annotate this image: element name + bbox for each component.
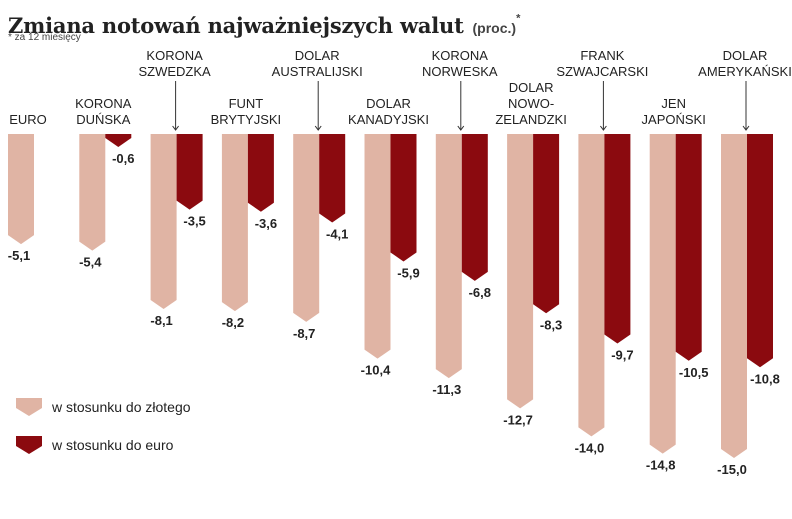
- bar-vs-eur: [176, 134, 203, 210]
- value-label-vs-eur: -9,7: [611, 348, 633, 363]
- category-leader-arrow: [742, 125, 750, 131]
- bar-vs-pln: [293, 134, 320, 322]
- value-label-vs-eur: -10,8: [750, 371, 780, 386]
- bar-vs-pln: [507, 134, 534, 409]
- bar-vs-pln: [79, 134, 106, 251]
- value-label-vs-eur: -3,6: [255, 216, 277, 231]
- value-label-vs-pln: -5,1: [8, 248, 30, 263]
- category-label: EURO: [9, 112, 47, 127]
- chart-title: Zmiana notowań najważniejszych walut (pr…: [8, 4, 520, 41]
- category-leader-arrow: [172, 125, 179, 131]
- bar-vs-eur: [675, 134, 702, 361]
- category-leader-arrow: [600, 125, 607, 131]
- category-label: JEN JAPOŃSKI: [642, 96, 706, 127]
- bar-vs-pln: [364, 134, 391, 359]
- chart-title-text: Zmiana notowań najważniejszych walut: [8, 13, 464, 38]
- legend-item-vs-pln-swatch: [16, 398, 42, 416]
- category-label: KORONA NORWESKA: [422, 48, 498, 79]
- category-label: DOLAR AUSTRALIJSKI: [272, 48, 363, 79]
- category-leader-arrow: [457, 125, 465, 131]
- value-label-vs-pln: -11,3: [432, 382, 461, 397]
- category-leader-arrow: [314, 125, 322, 131]
- bar-vs-pln: [150, 134, 177, 309]
- value-label-vs-eur: -10,5: [679, 365, 709, 380]
- bar-vs-eur: [604, 134, 631, 344]
- value-label-vs-pln: -15,0: [717, 462, 747, 477]
- value-label-vs-pln: -8,7: [293, 326, 315, 341]
- bar-vs-eur: [533, 134, 560, 314]
- value-label-vs-pln: -14,0: [575, 440, 605, 455]
- value-label-vs-pln: -8,1: [150, 313, 172, 328]
- value-label-vs-eur: -0,6: [112, 151, 134, 166]
- value-label-vs-eur: -3,5: [183, 214, 205, 229]
- category-label: FUNT BRYTYJSKI: [211, 96, 282, 127]
- category-label: KORONA DUŃSKA: [75, 96, 132, 127]
- bar-vs-pln: [221, 134, 248, 312]
- legend-item-vs-pln-label: w stosunku do złotego: [51, 399, 191, 415]
- value-label-vs-eur: -4,1: [326, 227, 348, 242]
- category-label: FRANK SZWAJCARSKI: [556, 48, 648, 79]
- bar-vs-eur: [461, 134, 488, 281]
- category-label: DOLAR NOWO-ZELANDZKI: [495, 80, 567, 127]
- legend-item-vs-eur-label: w stosunku do euro: [51, 437, 174, 453]
- value-label-vs-pln: -14,8: [646, 458, 676, 473]
- chart-title-footnote-mark: *: [516, 12, 521, 25]
- chart-footnote: * za 12 miesięcy: [8, 32, 81, 43]
- value-label-vs-eur: -5,9: [397, 265, 419, 280]
- bar-vs-eur: [319, 134, 346, 223]
- value-label-vs-eur: -8,3: [540, 317, 562, 332]
- value-label-vs-pln: -8,2: [222, 315, 244, 330]
- bar-vs-eur: [390, 134, 417, 262]
- bar-vs-eur: [247, 134, 274, 212]
- bar-vs-pln: [649, 134, 676, 454]
- bar-vs-eur: [747, 134, 773, 368]
- category-label: KORONA SZWEDZKA: [138, 48, 211, 79]
- bar-vs-pln: [721, 134, 747, 458]
- bar-vs-pln: [578, 134, 605, 437]
- category-label: DOLAR AMERYKAŃSKI: [698, 48, 792, 79]
- legend-item-vs-eur-swatch: [16, 436, 42, 454]
- value-label-vs-eur: -6,8: [469, 285, 491, 300]
- bar-vs-pln: [435, 134, 462, 379]
- value-label-vs-pln: -12,7: [503, 412, 533, 427]
- category-label: DOLAR KANADYJSKI: [348, 96, 429, 127]
- value-label-vs-pln: -5,4: [79, 255, 102, 270]
- chart-title-unit: (proc.): [472, 20, 517, 36]
- bar-vs-pln: [8, 134, 34, 245]
- bar-vs-eur: [105, 134, 132, 147]
- value-label-vs-pln: -10,4: [361, 363, 391, 378]
